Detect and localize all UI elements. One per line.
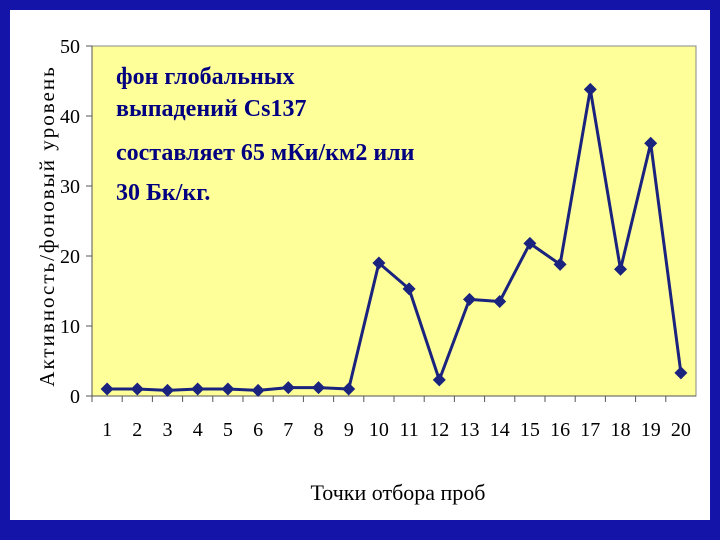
x-tick-label: 9 (344, 419, 354, 441)
data-point-3 (161, 383, 174, 397)
x-tick-label: 6 (253, 419, 263, 441)
x-tick-label: 14 (490, 419, 510, 441)
x-tick-label: 20 (671, 419, 691, 441)
data-point-19 (644, 136, 658, 150)
x-tick-label: 11 (399, 419, 418, 441)
data-point-8 (312, 381, 325, 395)
data-point-17 (583, 82, 597, 96)
data-point-5 (221, 382, 235, 396)
x-tick-label: 15 (520, 419, 540, 441)
x-tick-label: 8 (314, 419, 324, 441)
x-axis-label: Точки отбора проб (311, 480, 486, 505)
y-tick-label: 50 (60, 36, 80, 58)
data-point-18 (614, 262, 627, 276)
series-group (100, 82, 688, 397)
plot-area (91, 45, 697, 397)
y-tick-label: 10 (60, 316, 80, 338)
x-tick-label: 1 (102, 419, 112, 441)
data-point-2 (130, 382, 144, 396)
x-tick-label: 5 (223, 419, 233, 441)
data-point-1 (100, 382, 114, 396)
data-point-9 (342, 382, 356, 396)
x-tick-label: 16 (550, 419, 570, 441)
y-tick-group: 0 10 20 30 40 50 (60, 36, 92, 408)
x-tick-label: 17 (580, 419, 600, 441)
data-point-16 (553, 257, 567, 271)
x-tick-label: 19 (641, 419, 661, 441)
x-tick-label: 4 (193, 419, 203, 441)
x-tick-label: 13 (460, 419, 480, 441)
x-tick-label: 18 (611, 419, 631, 441)
annotation-line-1: фон глобальных (116, 64, 295, 90)
annotation-line-2: выпадений Cs137 (116, 96, 306, 122)
y-tick-label: 30 (60, 176, 80, 198)
y-tick-label: 40 (60, 106, 80, 128)
annotation-line-4: 30 Бк/кг. (116, 180, 210, 206)
x-tick-group: 1 2 3 4 5 6 7 8 9 10 11 12 13 14 15 16 17 18 19 20 (91, 396, 691, 441)
data-point-6 (251, 383, 265, 397)
x-tick-label: 10 (369, 419, 389, 441)
x-tick-label: 2 (132, 419, 142, 441)
x-tick-label: 12 (429, 419, 449, 441)
x-tick-label: 7 (283, 419, 293, 441)
slide: 0 10 20 30 40 50 1 2 3 4 5 6 7 8 9 10 11 12 13 14 15 16 17 18 1… (10, 10, 710, 520)
data-point-7 (281, 381, 295, 395)
y-axis-label: Активность/фоновый уровень (35, 65, 59, 386)
data-point-13 (463, 292, 476, 306)
data-point-14 (493, 295, 507, 308)
data-point-12 (432, 373, 446, 387)
annotation-line-3: составляет 65 мКи/км2 или (116, 140, 415, 166)
x-tick-label: 3 (163, 419, 173, 441)
y-tick-label: 0 (70, 386, 80, 408)
y-tick-label: 20 (60, 246, 80, 268)
data-point-11 (402, 282, 416, 296)
data-point-4 (191, 382, 205, 396)
data-point-10 (372, 256, 386, 270)
data-point-15 (523, 236, 537, 250)
data-point-20 (674, 366, 688, 380)
